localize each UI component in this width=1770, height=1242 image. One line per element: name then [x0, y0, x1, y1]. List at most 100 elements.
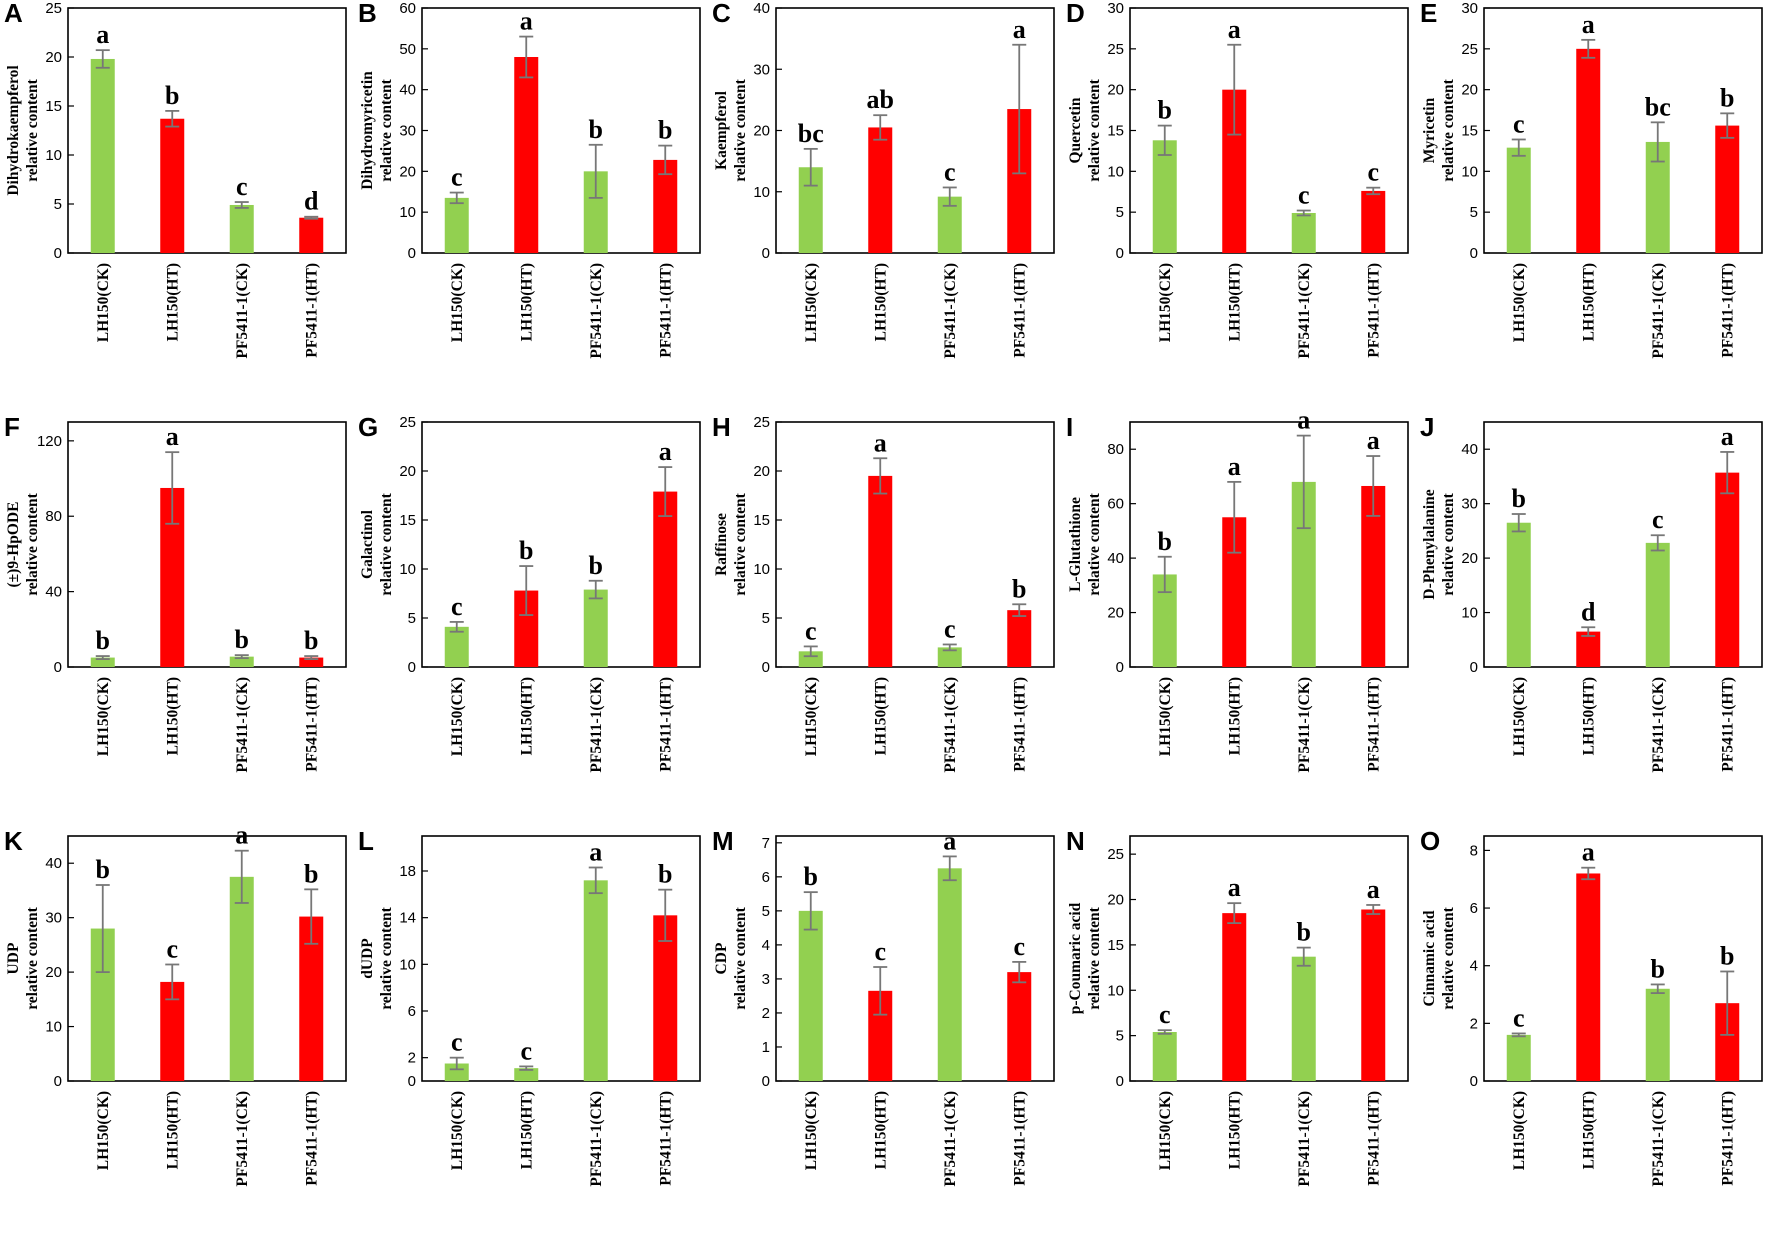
- y-tick-label: 0: [54, 245, 62, 262]
- significance-letter: b: [1720, 941, 1734, 970]
- error-bar: [1366, 186, 1381, 196]
- chart-panel-h: H 0 5 10 15 20 25 Raffinose relative content c LH1…: [708, 412, 1062, 828]
- bar: [1007, 972, 1032, 1081]
- error-bar: [95, 884, 110, 974]
- chart-panel-n: N 0 5 10 15 20 25 p-Coumaric acid relative conte…: [1062, 826, 1416, 1242]
- error-bar: [1511, 1032, 1526, 1038]
- chart-panel-k: K 0 10 20 30 40 UDP relative content b LH150(CK) c…: [0, 821, 354, 1242]
- error-bar: [95, 49, 110, 69]
- error-bar: [588, 866, 603, 895]
- y-tick-label: 0: [762, 245, 770, 262]
- plot-frame: [67, 421, 347, 668]
- significance-letter: b: [304, 859, 318, 888]
- y-tick-label: 0: [54, 659, 62, 676]
- error-bar: [304, 215, 319, 220]
- error-bar: [234, 201, 249, 209]
- bar: [1645, 988, 1670, 1081]
- x-category-label: PF5411-1(CK): [588, 263, 605, 359]
- y-axis-label: relative content: [1086, 78, 1103, 181]
- panel-letter: D: [1066, 0, 1085, 28]
- error-bar: [1157, 124, 1172, 156]
- chart-panel-c: C 0 10 20 30 40 Kaempferol relative content bc LH…: [708, 0, 1062, 414]
- significance-letter: a: [1582, 10, 1595, 39]
- y-tick-label: 15: [1461, 123, 1478, 140]
- y-tick-label: 25: [399, 414, 416, 431]
- significance-letter: a: [659, 437, 672, 466]
- significance-letter: c: [1652, 505, 1664, 534]
- y-tick-label: 120: [37, 433, 62, 450]
- y-tick-label: 0: [762, 659, 770, 676]
- y-tick-label: 40: [45, 584, 62, 601]
- y-tick-label: 0: [408, 1073, 416, 1090]
- error-bar: [1296, 209, 1311, 217]
- y-tick-label: 0: [1470, 659, 1478, 676]
- y-axis-label: Dihydromyricetin: [359, 71, 376, 190]
- x-category-label: PF5411-1(CK): [1650, 677, 1667, 773]
- y-tick-label: 0: [1116, 1073, 1124, 1090]
- y-tick-label: 20: [1461, 550, 1478, 567]
- panel-letter: O: [1420, 826, 1440, 856]
- plot-frame: [421, 421, 701, 668]
- chart-panel-m: M 0 1 2 3 4 5 6 7 CDP relative content b LH150(CK) c L…: [708, 826, 1062, 1242]
- x-category-label: LH150(CK): [1157, 677, 1174, 756]
- significance-letter: a: [96, 20, 109, 49]
- significance-letter: a: [166, 422, 179, 451]
- chart-panel-l: L 2 6 10 14 18 0 dUDP relative content c LH150(CK)…: [354, 826, 708, 1242]
- significance-letter: c: [451, 592, 463, 621]
- bar: [1506, 147, 1531, 253]
- bar: [937, 868, 962, 1081]
- y-tick-label: 20: [45, 49, 62, 66]
- bar: [1222, 913, 1247, 1081]
- significance-letter: b: [1720, 83, 1734, 112]
- significance-letter: a: [1013, 15, 1026, 44]
- y-axis-label: Kaempferol: [713, 90, 730, 170]
- y-tick-label: 15: [1107, 937, 1124, 954]
- significance-letter: a: [1228, 452, 1241, 481]
- bar: [1291, 956, 1316, 1081]
- panel-letter: M: [712, 826, 734, 856]
- error-bar: [1227, 43, 1242, 136]
- significance-letter: d: [304, 187, 319, 216]
- x-category-label: LH150(CK): [1511, 263, 1528, 342]
- y-tick-label: 0: [762, 1073, 770, 1090]
- error-bar: [1720, 112, 1735, 139]
- bar: [1506, 522, 1531, 667]
- significance-letter: c: [1367, 158, 1379, 187]
- chart-svg: A 0 5 10 15 20 25 Dihydrokaempferol relative con…: [4, 0, 347, 359]
- plot-frame: [775, 421, 1055, 668]
- y-axis-label: Raffinose: [713, 513, 730, 576]
- y-tick-label: 6: [408, 1003, 416, 1020]
- error-bar: [234, 654, 249, 660]
- x-category-label: LH150(CK): [803, 1091, 820, 1170]
- y-axis-label: relative content: [378, 906, 395, 1009]
- significance-letter: a: [235, 821, 248, 850]
- y-axis-label: relative content: [732, 906, 749, 1009]
- y-axis-label: Galactinol: [359, 509, 376, 579]
- chart-svg: H 0 5 10 15 20 25 Raffinose relative content c LH1…: [712, 412, 1055, 773]
- y-tick-label: 4: [762, 937, 770, 954]
- significance-letter: c: [1013, 932, 1025, 961]
- x-category-label: LH150(HT): [1226, 1091, 1243, 1169]
- x-category-label: PF5411-1(HT): [657, 263, 674, 358]
- y-tick-label: 30: [399, 123, 416, 140]
- error-bar: [658, 466, 673, 517]
- error-bar: [449, 621, 464, 633]
- y-axis-label: relative content: [1440, 492, 1457, 595]
- bar: [90, 657, 115, 667]
- y-tick-label: 0: [1470, 245, 1478, 262]
- bar: [299, 657, 324, 667]
- y-axis-label: relative content: [732, 492, 749, 595]
- y-axis-label: Cinnamic acid: [1421, 910, 1438, 1006]
- x-category-label: LH150(CK): [449, 677, 466, 756]
- significance-letter: a: [1367, 426, 1380, 455]
- error-bar: [1157, 555, 1172, 594]
- significance-letter: c: [451, 163, 463, 192]
- significance-letter: bc: [798, 119, 824, 148]
- error-bar: [1650, 983, 1665, 994]
- y-tick-label: 25: [1107, 41, 1124, 58]
- error-bar: [803, 891, 818, 931]
- error-bar: [1511, 138, 1526, 157]
- significance-letter: b: [658, 116, 672, 145]
- y-axis-label: Quercetin: [1067, 97, 1084, 163]
- x-category-label: PF5411-1(HT): [657, 677, 674, 772]
